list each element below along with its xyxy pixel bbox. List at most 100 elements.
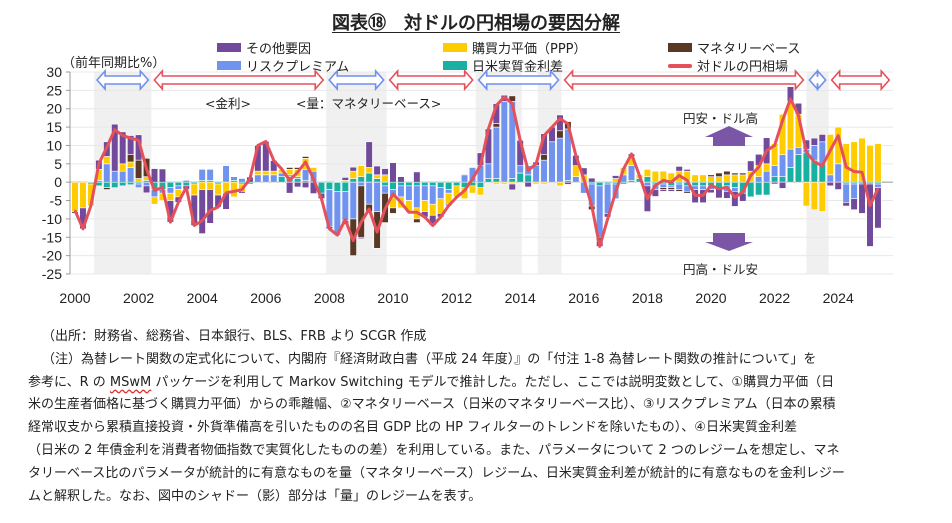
bar-rate: [341, 181, 349, 192]
bar-risk: [373, 181, 381, 212]
line-point: [638, 174, 641, 177]
legend-label: リスクプレミアム: [246, 60, 350, 75]
legend-ppp: 購買力平価（PPP）: [443, 38, 587, 57]
legend-swatch-risk: [217, 61, 241, 70]
line-point: [670, 181, 673, 183]
bar-ppp: [421, 200, 429, 212]
bar-ppp: [723, 174, 731, 183]
bar-ppp: [429, 203, 437, 216]
bar-risk: [349, 181, 357, 220]
bar-ppp: [270, 170, 278, 176]
bar-rate: [182, 181, 190, 187]
bar-ppp: [381, 174, 389, 183]
bar-risk: [492, 126, 500, 179]
bar-other: [858, 183, 866, 214]
line-point: [265, 140, 267, 143]
bar-other: [468, 192, 477, 194]
bar-other: [127, 135, 135, 155]
arrow-down-icon: [705, 233, 753, 251]
chart-area: 30 25 20 15 10 5 0 -5 -10 -15 -20 -25 2000 2002 2004 20…: [42, 64, 893, 306]
bar-ppp: [135, 178, 143, 183]
bar-ppp: [572, 165, 580, 177]
bar-ppp: [540, 181, 548, 185]
line-point: [439, 216, 442, 218]
note-source: （出所：財務省、総務省、日本銀行、BLS、FRB より SCGR 作成: [42, 329, 427, 344]
bar-mb: [707, 174, 715, 177]
bar-ppp: [206, 181, 214, 190]
bar-ppp: [643, 169, 651, 177]
bar-other: [834, 181, 842, 190]
bar-other: [675, 166, 683, 172]
line-point: [694, 194, 696, 197]
bar-ppp: [79, 181, 87, 209]
note-text: 参考に、R の: [28, 374, 110, 390]
bar-rate: [429, 181, 437, 187]
line-point: [463, 189, 466, 192]
x-tick-label: 2010: [377, 290, 408, 306]
line-point: [543, 134, 545, 137]
bar-risk: [174, 185, 182, 190]
legend-swatch-mb: [668, 43, 692, 52]
x-tick-label: 2008: [314, 290, 345, 306]
note-misspelled-word: MSwM: [109, 374, 152, 390]
bar-rate: [349, 178, 357, 183]
note-line: タリーベース比のパラメータが統計的に有意なものを量（マネタリーベース）レジーム、…: [28, 465, 845, 481]
bar-risk: [548, 141, 556, 183]
note-line: （注）為替レート関数の定式化について、内閣府『経済財政白書（平成 24 年度）』…: [42, 351, 817, 367]
bar-risk: [182, 180, 190, 183]
line-point: [757, 166, 760, 168]
legend-swatch-line: [668, 63, 692, 68]
bar-mb: [135, 159, 143, 179]
line-point: [376, 231, 378, 233]
bar-risk: [198, 169, 206, 181]
legend-swatch-other: [217, 43, 241, 52]
regime-arrow-rate: [153, 68, 325, 92]
line-point: [257, 144, 259, 147]
bar-ppp: [874, 143, 882, 183]
line-point: [726, 186, 728, 189]
line-point: [90, 204, 92, 207]
bar-ppp: [500, 181, 508, 185]
line-point: [320, 197, 323, 200]
bar-risk: [397, 185, 405, 198]
bar-risk: [413, 185, 421, 209]
line-point: [749, 174, 752, 177]
bar-mb: [731, 172, 739, 176]
bar-rate: [476, 181, 485, 188]
bar-mb: [301, 156, 310, 159]
bar-rate: [492, 178, 500, 183]
y-tick-label: 15: [46, 119, 62, 135]
bar-other: [341, 177, 349, 181]
line-point: [535, 163, 537, 165]
bar-risk: [755, 176, 763, 183]
bar-risk: [731, 187, 739, 192]
bar-ppp: [556, 181, 564, 187]
line-point: [129, 137, 132, 139]
bar-rate: [373, 178, 381, 183]
bar-rate: [365, 172, 373, 183]
bar-risk: [341, 191, 349, 222]
line-point: [821, 164, 824, 167]
legend-risk-premium: リスクプレミアム: [217, 56, 349, 75]
bar-ppp: [262, 170, 270, 176]
bar-other: [810, 137, 818, 146]
line-point: [654, 184, 657, 187]
regime-arrow-rate: [830, 68, 891, 92]
bar-other: [389, 162, 397, 183]
bar-ppp: [198, 181, 206, 190]
bar-ppp: [731, 174, 739, 183]
bar-rate: [723, 181, 731, 187]
bar-risk: [262, 174, 270, 183]
bar-mb: [508, 95, 516, 102]
bar-other: [770, 181, 779, 185]
line-point: [98, 163, 100, 165]
line-point: [646, 197, 649, 200]
bar-rate: [413, 181, 421, 187]
bar-ppp: [651, 170, 659, 183]
bar-rate: [516, 172, 524, 183]
y-tick-label: 25: [46, 82, 62, 98]
line-point: [845, 166, 847, 168]
bar-risk: [230, 176, 238, 181]
annotation-quantity-regime: <量：マネタリーベース>: [296, 96, 442, 111]
line-point: [400, 201, 402, 204]
